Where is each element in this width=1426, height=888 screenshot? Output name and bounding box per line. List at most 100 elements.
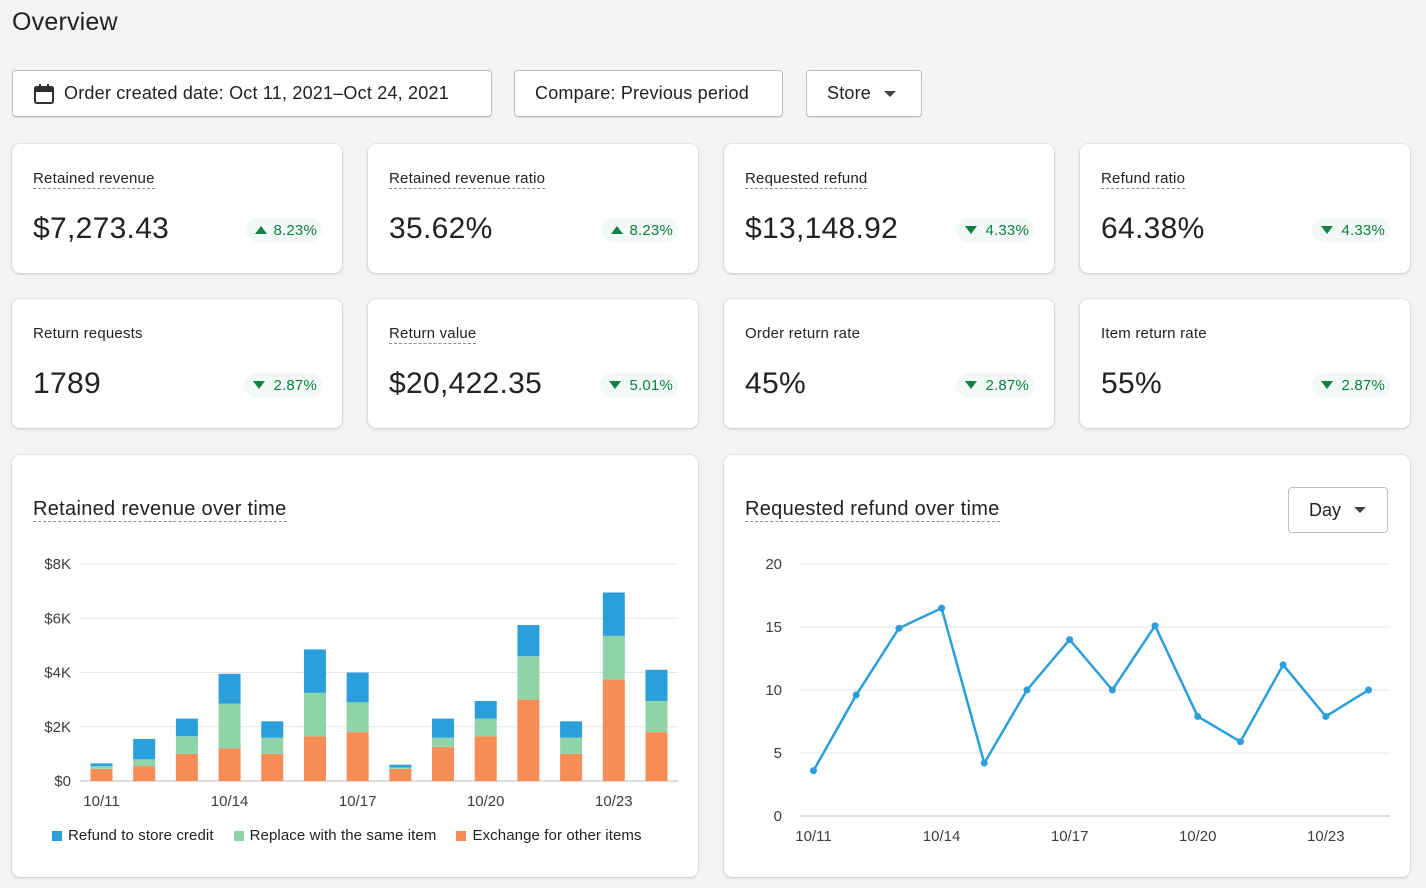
- bar-store-credit: [346, 672, 369, 703]
- bar-replace: [645, 700, 668, 733]
- bar-store-credit: [474, 700, 497, 719]
- bar-exchange: [602, 679, 625, 781]
- legend-item-replace[interactable]: Replace with the same item: [233, 827, 437, 844]
- legend-label: Replace with the same item: [249, 827, 437, 844]
- interval-dropdown[interactable]: Day: [1288, 487, 1388, 533]
- arrow-down-icon: [609, 381, 622, 389]
- calendar-icon: [34, 83, 54, 104]
- interval-label: Day: [1309, 499, 1342, 520]
- bar-replace: [389, 767, 412, 769]
- data-point: [895, 624, 903, 632]
- requested-refund-chart-card: Requested refund over time Day 0 5 10 15 20 1…: [724, 455, 1410, 877]
- arrow-up-icon: [255, 226, 268, 234]
- y-tick-label: $8K: [44, 556, 71, 573]
- metric-card-requested-refund[interactable]: Requested refund $13,148.92 4.33%: [724, 144, 1054, 273]
- x-tick-label: 10/17: [1051, 828, 1089, 845]
- chart-title[interactable]: Retained revenue over time: [33, 498, 287, 522]
- data-point: [1236, 738, 1244, 746]
- metric-value: 1789: [33, 367, 101, 400]
- metric-card-return-value[interactable]: Return value $20,422.35 5.01%: [368, 299, 698, 428]
- bar-replace: [474, 718, 497, 737]
- data-point: [1108, 686, 1116, 694]
- bar-store-credit: [517, 625, 540, 657]
- data-point: [852, 691, 860, 699]
- legend-label: Exchange for other items: [472, 827, 642, 844]
- change-value: 2.87%: [1341, 376, 1385, 394]
- data-point: [1194, 712, 1202, 720]
- bar-exchange: [560, 753, 583, 781]
- metric-value: 45%: [745, 367, 806, 400]
- metric-card-item-return-rate[interactable]: Item return rate 55% 2.87%: [1080, 299, 1410, 428]
- change-value: 5.01%: [629, 376, 673, 394]
- chart-legend: Refund to store credit Replace with the …: [52, 827, 662, 844]
- y-tick-label: 5: [774, 745, 782, 762]
- metric-value: $13,148.92: [745, 212, 899, 245]
- bar-store-credit: [645, 669, 668, 701]
- bar-exchange: [133, 766, 156, 781]
- change-badge: 8.23%: [246, 218, 322, 242]
- legend-item-store-credit[interactable]: Refund to store credit: [52, 827, 214, 844]
- bar-replace: [517, 656, 540, 700]
- legend-swatch: [52, 830, 62, 841]
- change-badge: 8.23%: [602, 218, 678, 242]
- arrow-down-icon: [1321, 226, 1334, 234]
- refund-series-line: [812, 606, 1370, 772]
- change-value: 4.33%: [1341, 221, 1385, 239]
- x-tick-label: 10/14: [923, 828, 961, 845]
- data-point: [938, 604, 946, 612]
- bar-store-credit: [261, 721, 284, 738]
- metric-label[interactable]: Requested refund: [745, 170, 868, 189]
- bar-replace: [175, 736, 198, 754]
- bar-store-credit: [218, 673, 241, 704]
- x-tick-label: 10/17: [339, 793, 377, 810]
- chevron-down-icon: [1354, 507, 1367, 513]
- y-tick-label: $2K: [44, 719, 71, 736]
- bar-store-credit: [432, 718, 455, 738]
- bar-exchange: [303, 736, 326, 781]
- metric-card-retained-revenue-ratio[interactable]: Retained revenue ratio 35.62% 8.23%: [368, 144, 698, 273]
- bar-exchange: [474, 736, 497, 781]
- data-point: [1151, 622, 1159, 630]
- metric-card-return-requests[interactable]: Return requests 1789 2.87%: [12, 299, 342, 428]
- metric-card-order-return-rate[interactable]: Order return rate 45% 2.87%: [724, 299, 1054, 428]
- x-tick-label: 10/23: [1307, 828, 1345, 845]
- bar-replace: [560, 737, 583, 754]
- change-value: 8.23%: [629, 221, 673, 239]
- change-badge: 4.33%: [1312, 218, 1390, 242]
- metric-label[interactable]: Return value: [389, 325, 477, 344]
- bar-replace: [261, 737, 284, 754]
- compare-button[interactable]: Compare: Previous period: [514, 70, 783, 117]
- chart-title[interactable]: Requested refund over time: [745, 498, 1000, 522]
- data-point: [810, 767, 817, 775]
- metric-card-refund-ratio[interactable]: Refund ratio 64.38% 4.33%: [1080, 144, 1410, 273]
- data-point: [1066, 636, 1074, 644]
- metric-label[interactable]: Refund ratio: [1101, 170, 1186, 189]
- metric-label[interactable]: Retained revenue ratio: [389, 170, 546, 189]
- change-value: 8.23%: [273, 221, 317, 239]
- change-value: 2.87%: [985, 376, 1029, 394]
- bar-store-credit: [133, 738, 156, 760]
- chevron-down-icon: [884, 90, 897, 97]
- bar-exchange: [432, 747, 455, 781]
- y-tick-label: 0: [774, 808, 782, 825]
- bar-store-credit: [389, 764, 412, 768]
- store-label: Store: [827, 83, 872, 103]
- change-badge: 2.87%: [956, 373, 1034, 397]
- x-tick-label: 10/20: [1179, 828, 1217, 845]
- bar-store-credit: [560, 721, 583, 738]
- bar-exchange: [261, 753, 284, 781]
- page-title: Overview: [12, 8, 118, 36]
- date-range-button[interactable]: Order created date: Oct 11, 2021–Oct 24,…: [12, 70, 492, 117]
- retained-revenue-bar-chart: $0 $2K $4K $6K $8K 10/11 10/14 10/17 10/20 10/23: [44, 556, 678, 810]
- data-point: [1279, 661, 1287, 669]
- metric-card-retained-revenue[interactable]: Retained revenue $7,273.43 8.23%: [12, 144, 342, 273]
- metric-label[interactable]: Retained revenue: [33, 170, 155, 189]
- y-tick-label: $4K: [44, 665, 71, 682]
- store-dropdown[interactable]: Store: [806, 70, 922, 117]
- date-range-label: Order created date: Oct 11, 2021–Oct 24,…: [64, 83, 449, 103]
- y-tick-label: 20: [765, 556, 782, 573]
- arrow-down-icon: [965, 226, 978, 234]
- legend-item-exchange[interactable]: Exchange for other items: [456, 827, 642, 844]
- requested-refund-line-chart: 0 5 10 15 20 10/11 10/14 10/17 10/20 10/23: [765, 556, 1390, 845]
- change-badge: 4.33%: [956, 218, 1034, 242]
